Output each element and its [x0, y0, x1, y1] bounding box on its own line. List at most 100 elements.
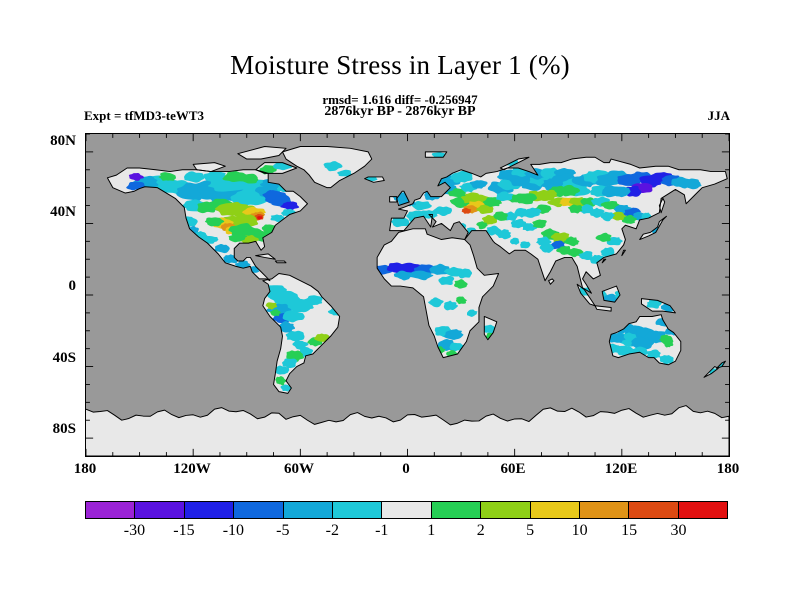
anomaly-blob [323, 161, 343, 172]
colorbar-tick-label: 2 [476, 522, 485, 539]
colorbar-swatch [678, 502, 728, 518]
colorbar-tick-label: -15 [173, 522, 195, 539]
lat-tick-label: 40N [50, 204, 76, 220]
anomaly-blob [270, 214, 285, 223]
colorbar-swatches [85, 501, 728, 519]
anomaly-blob [314, 333, 330, 342]
anomaly-blob [214, 243, 230, 254]
anomaly-blob [610, 211, 627, 221]
colorbar-swatch [332, 502, 383, 518]
colorbar-tick-label: -30 [123, 522, 146, 539]
anomaly-blob [202, 235, 219, 244]
colorbar-swatch [382, 502, 432, 518]
anomaly-blob [410, 270, 434, 281]
page-title: Moisture Stress in Layer 1 (%) [230, 50, 570, 80]
colorbar-tick-label: -10 [222, 522, 245, 539]
anomaly-blob [607, 332, 626, 343]
anomaly-blob [663, 339, 674, 348]
anomaly-blob [606, 237, 623, 246]
anomaly-blob [228, 233, 248, 243]
axis-ticks [86, 134, 729, 456]
colorbar-tick-label: 10 [571, 522, 588, 539]
anomaly-blob [281, 358, 298, 369]
anomaly-blob [615, 345, 635, 356]
anomaly-blob [393, 270, 413, 281]
rmsd-annotation: rmsd= 1.616 diff= -0.256947 [322, 92, 478, 107]
anomaly-blob [428, 297, 444, 308]
lat-tick-label: 80S [52, 421, 76, 437]
anomaly-blob [647, 349, 661, 359]
colorbar-tick-label: 15 [621, 522, 638, 539]
anomaly-blob [280, 201, 300, 211]
colorbar-swatch [431, 502, 482, 518]
anomaly-blob [600, 247, 615, 257]
colorbar-swatch [135, 502, 185, 518]
anomaly-blob [532, 219, 547, 229]
anomaly-blob [282, 310, 305, 323]
anomaly-blob [519, 241, 531, 249]
anomaly-blob [631, 336, 655, 350]
anomaly-blob [390, 216, 410, 228]
colorbar-tick-label: -1 [375, 522, 389, 539]
lat-tick-label: 80N [50, 133, 76, 149]
anomaly-blob [447, 188, 467, 198]
lon-tick-label: 180 [716, 461, 740, 477]
colorbar-tick-label: -2 [325, 522, 339, 539]
anomaly-blob [454, 279, 468, 289]
anomaly-blob [449, 170, 473, 183]
anomaly-blob [285, 330, 305, 342]
anomaly-blob [128, 172, 144, 181]
anomaly-field-layer [126, 151, 728, 392]
colorbar-swatch [184, 502, 235, 518]
anomaly-blob [438, 275, 455, 286]
colorbar-tick-label: -5 [276, 522, 290, 539]
anomaly-blob [257, 216, 263, 220]
experiment-label: Expt = tfMD3-teWT3 [84, 108, 205, 123]
anomaly-blob [485, 225, 502, 236]
season-label: JJA [707, 108, 730, 123]
anomaly-blob [595, 232, 612, 242]
anomaly-blob [184, 171, 205, 183]
colorbar-swatch [283, 502, 333, 518]
anomaly-blob [509, 237, 520, 245]
anomaly-blob [443, 300, 459, 311]
anomaly-blob [563, 236, 580, 247]
anomaly-blob [476, 221, 488, 230]
anomaly-blob [466, 309, 478, 317]
anomaly-blob [514, 208, 530, 218]
colorbar-swatch [629, 502, 679, 518]
coastline-layer [86, 146, 729, 456]
anomaly-blob [621, 214, 637, 224]
colorbar-swatch [481, 502, 531, 518]
lon-tick-label: 120W [173, 461, 211, 477]
anomaly-blob [265, 302, 278, 310]
anomaly-blob [280, 384, 292, 392]
anomaly-blob [306, 295, 323, 306]
anomaly-blob [539, 243, 554, 253]
anomaly-blob [481, 215, 498, 225]
anomaly-blob [201, 171, 228, 183]
anomaly-blob [578, 251, 593, 261]
anomaly-blob [496, 191, 513, 202]
anomaly-blob [234, 260, 251, 269]
anomaly-blob [158, 172, 177, 181]
anomaly-blob [483, 324, 496, 334]
colorbar-swatch [86, 502, 136, 518]
anomaly-blob [536, 236, 552, 247]
colorbar [85, 501, 728, 519]
world-map-svg [86, 134, 729, 456]
anomaly-blob [521, 223, 538, 232]
anomaly-blob [611, 186, 631, 198]
colorbar-swatch [579, 502, 630, 518]
anomaly-blob [432, 206, 452, 217]
anomaly-blob [659, 355, 674, 365]
anomaly-blob [411, 200, 432, 211]
anomaly-blob [567, 204, 583, 214]
anomaly-blob [469, 180, 488, 189]
colorbar-tick-label: 1 [427, 522, 436, 539]
anomaly-blob [444, 329, 464, 340]
anomaly-blob [275, 376, 287, 386]
colorbar-tick-label: 30 [670, 522, 687, 539]
map-plot-area [85, 133, 730, 457]
